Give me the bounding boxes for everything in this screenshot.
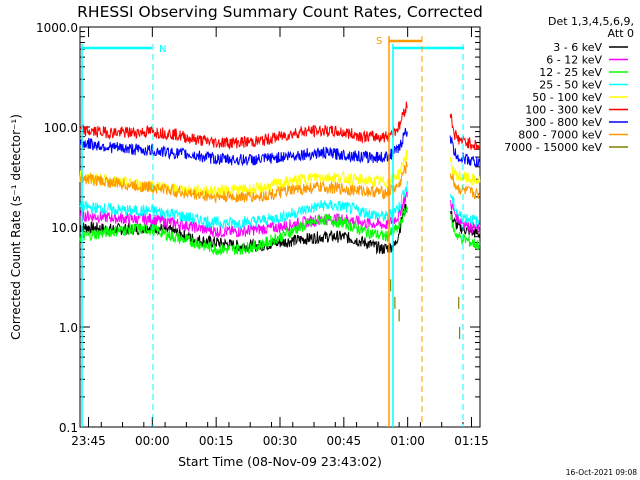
legend-label: 800 - 7000 keV — [518, 129, 602, 142]
legend-label: 300 - 800 keV — [525, 116, 602, 129]
series-line-800-7000-keV — [79, 161, 408, 204]
y-tick-label: 10.0 — [51, 221, 78, 235]
series-line-25-50-keV — [79, 180, 408, 231]
series-line-50-100-keV-after — [449, 157, 481, 187]
series-line-300-800-keV-after — [449, 135, 481, 167]
series-line-12-25-keV — [79, 206, 408, 256]
y-tick-label: 0.1 — [59, 421, 78, 435]
x-tick-label: 01:00 — [390, 434, 425, 448]
x-tick-label: 23:45 — [71, 434, 106, 448]
x-tick-label: 00:00 — [135, 434, 170, 448]
series-layer — [79, 101, 481, 339]
x-tick-label: 00:45 — [327, 434, 362, 448]
series-line-800-7000-keV-after — [449, 173, 481, 200]
legend-label: 7000 - 15000 keV — [504, 141, 602, 154]
series-line-3-6-keV-after — [449, 211, 481, 238]
series-line-6-12-keV — [79, 189, 408, 238]
chart-title: RHESSI Observing Summary Count Rates, Co… — [77, 3, 483, 21]
series-line-25-50-keV-after — [449, 193, 481, 228]
legend-label: 3 - 6 keV — [553, 41, 602, 54]
x-tick-label: 00:15 — [199, 434, 234, 448]
series-line-12-25-keV-after — [450, 213, 481, 252]
x-axis-ticks: 23:45 00:00 00:15 00:30 00:45 01:00 01:15 — [71, 27, 489, 448]
series-line-100-300-keV — [79, 101, 408, 151]
y-axis-ticks: 0.1 1.0 10.0 100.0 1000.0 — [36, 21, 480, 435]
legend-label: 50 - 100 keV — [532, 91, 602, 104]
saa-flag-label: S — [376, 36, 382, 47]
y-axis-label: Corrected Count Rate (s⁻¹ detector⁻¹) — [9, 114, 23, 340]
y-tick-label: 1000.0 — [36, 21, 78, 35]
legend-header-1: Det 1,3,4,5,6,9, — [548, 15, 634, 28]
x-tick-label: 01:15 — [454, 434, 489, 448]
legend-label: 12 - 25 keV — [539, 66, 602, 79]
x-tick-label: 00:30 — [263, 434, 298, 448]
series-line-300-800-keV — [79, 127, 408, 167]
flag-markers: N S — [81, 36, 464, 427]
footer-timestamp: 16-Oct-2021 09:08 — [566, 468, 637, 477]
legend-label: 25 - 50 keV — [539, 79, 602, 92]
legend-label: 100 - 300 keV — [525, 104, 602, 117]
series-line-100-300-keV-after — [449, 113, 481, 151]
series-line-6-12-keV-after — [449, 199, 481, 234]
x-axis-label: Start Time (08-Nov-09 23:43:02) — [178, 454, 382, 469]
night-flag-label: N — [159, 44, 166, 55]
y-tick-label: 1.0 — [59, 321, 78, 335]
y-tick-label: 100.0 — [44, 121, 78, 135]
legend-header-2: Att 0 — [608, 27, 634, 40]
legend-label: 6 - 12 keV — [546, 54, 602, 67]
